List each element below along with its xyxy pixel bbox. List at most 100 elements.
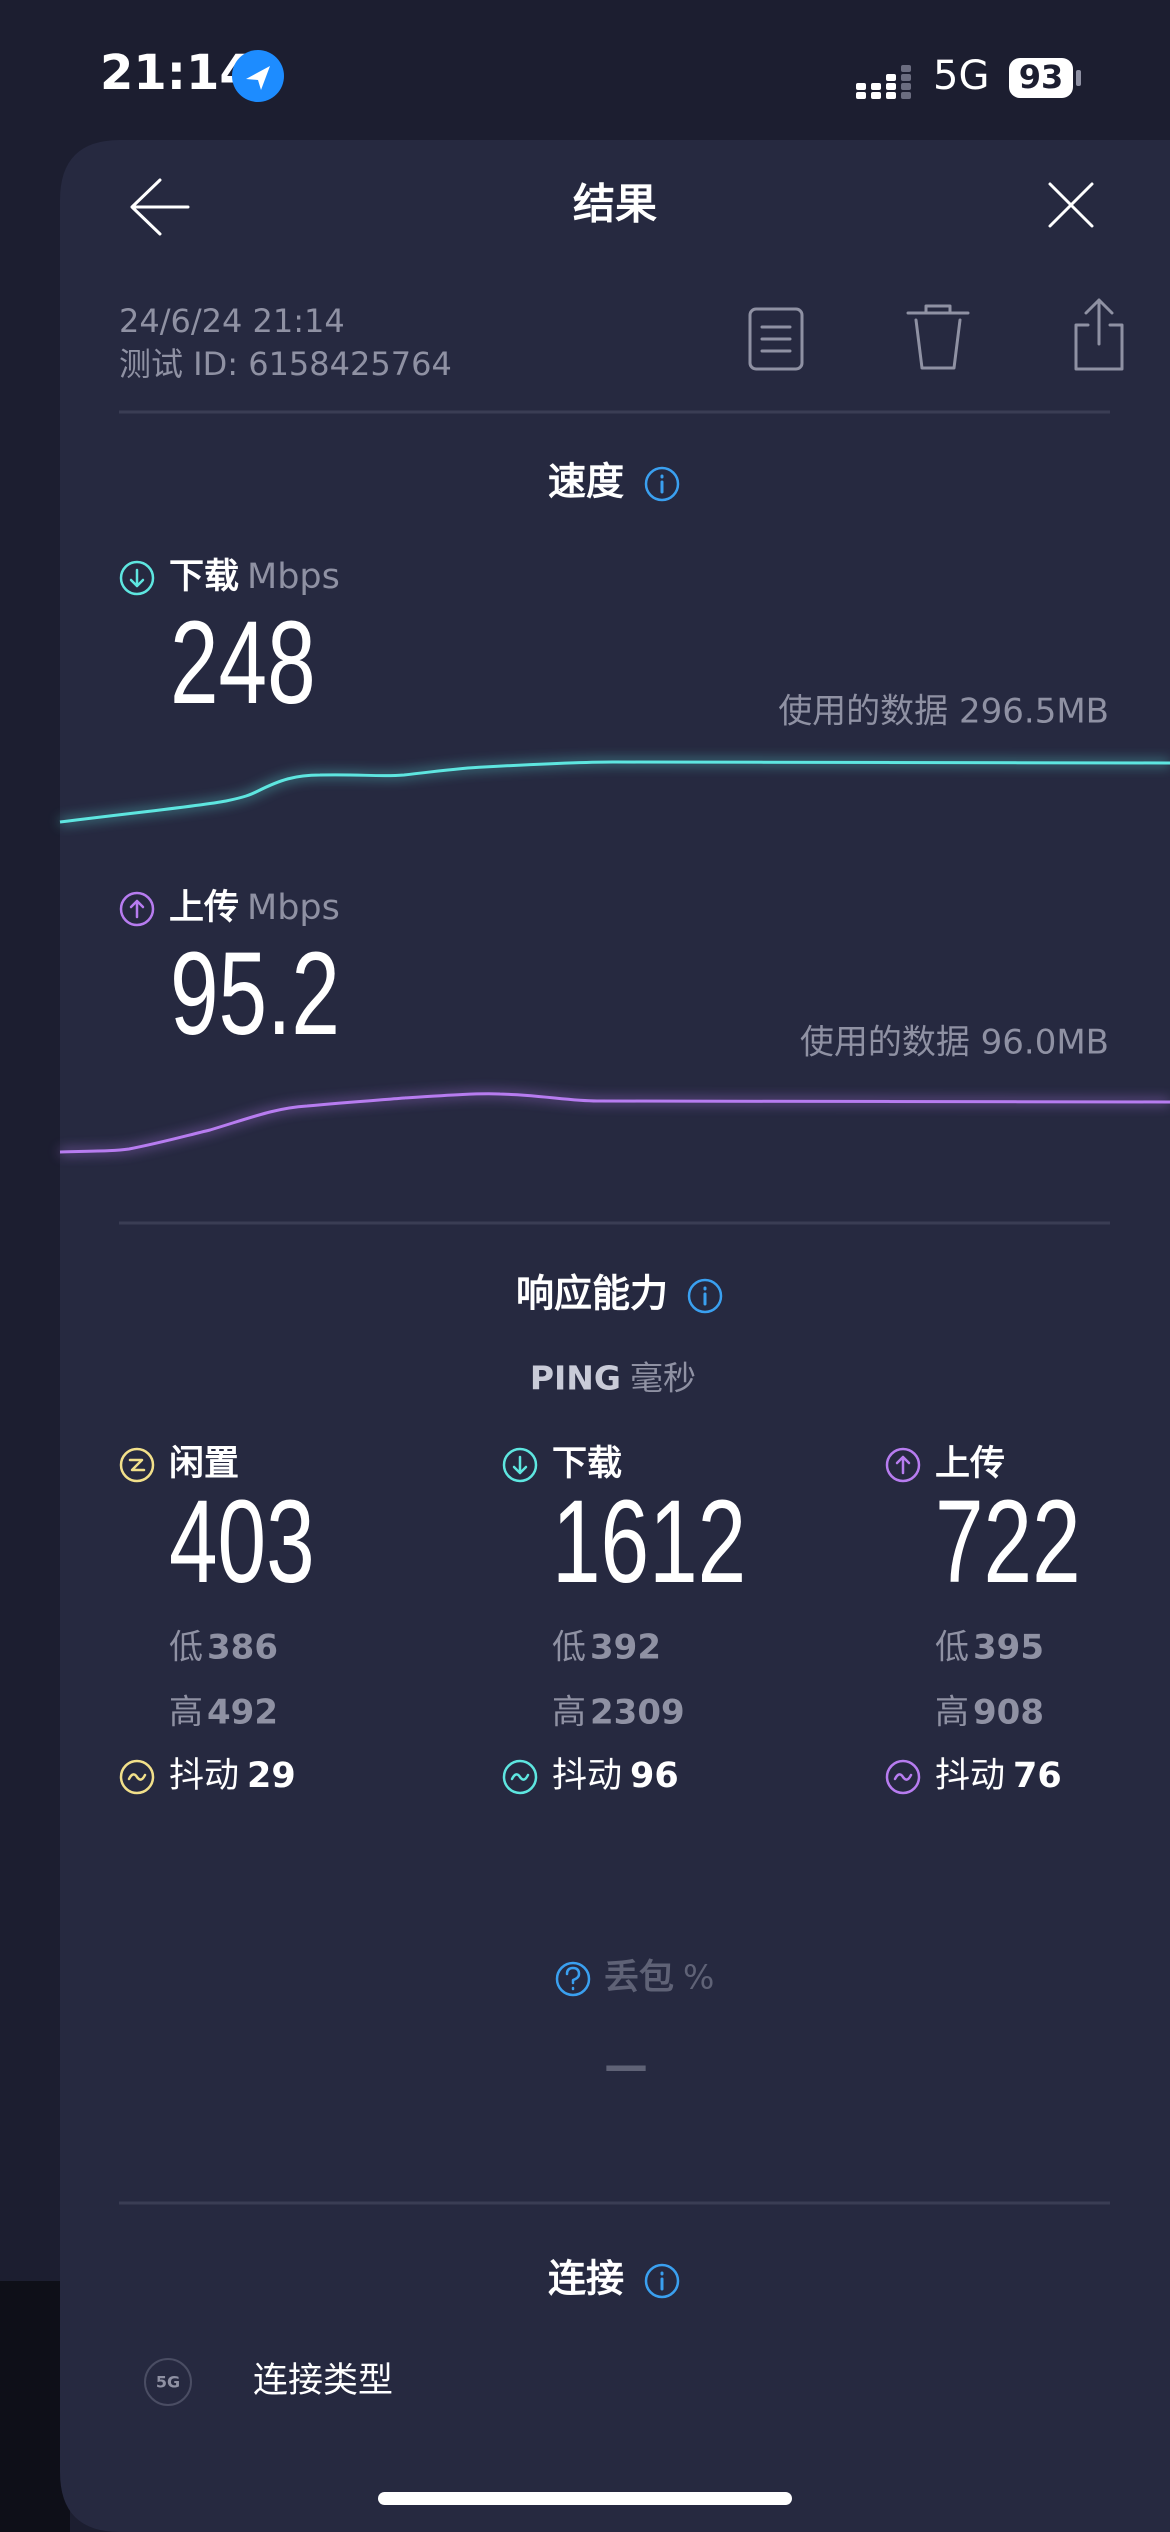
signal-dot	[886, 74, 896, 81]
icon-arrow	[129, 568, 145, 588]
signal-dot	[871, 83, 881, 90]
share-icon	[1074, 298, 1124, 371]
icon-ring	[502, 1447, 538, 1483]
upload-label: 上传	[169, 888, 239, 928]
icon-arrow	[895, 1455, 911, 1475]
trash-icon	[906, 304, 970, 370]
icon-ring	[119, 1759, 155, 1795]
close-x	[1048, 182, 1094, 228]
delete-button[interactable]	[906, 304, 970, 370]
info-button[interactable]	[644, 2263, 680, 2299]
ping-high: 2309	[590, 1693, 685, 1733]
signal-dot	[886, 83, 896, 90]
ping-value: 403	[169, 1475, 315, 1607]
ping-high-label: 高	[552, 1693, 586, 1733]
icon-arrow	[512, 1455, 528, 1475]
ping-label: PING	[530, 1359, 621, 1398]
jitter-label: 抖动	[935, 1756, 1005, 1796]
section-title: 速度	[548, 460, 624, 504]
icon-ring	[119, 560, 155, 596]
jitter-icon	[119, 1759, 155, 1795]
help-ring	[555, 1961, 591, 1997]
icon-ring	[885, 1447, 921, 1483]
packet-loss-value: —	[604, 2040, 648, 2091]
idle-icon	[119, 1447, 155, 1483]
connection-badge-ring	[144, 2358, 192, 2406]
header-title: 结果	[573, 180, 657, 229]
download-unit: Mbps	[247, 557, 340, 597]
status-time: 21:14	[100, 45, 253, 101]
info-button[interactable]	[687, 1278, 723, 1314]
upload-icon	[885, 1447, 921, 1483]
icon-arrow	[129, 899, 145, 919]
ping-high-label: 高	[169, 1693, 203, 1733]
test-datetime: 24/6/24 21:14	[119, 302, 345, 340]
connection-type-label: 连接类型	[253, 2361, 393, 2401]
download-icon	[119, 560, 155, 596]
share-button[interactable]	[1074, 298, 1124, 371]
ping-value: 722	[935, 1475, 1081, 1607]
report-lines	[760, 325, 792, 353]
status-network: 5G	[933, 53, 989, 99]
location-arrow	[246, 66, 270, 90]
battery-tip	[1076, 70, 1081, 86]
close-button[interactable]	[1048, 182, 1094, 228]
info-ring	[644, 2263, 680, 2299]
jitter-label: 抖动	[169, 1756, 239, 1796]
report-button[interactable]	[748, 307, 804, 371]
connection-badge: 5G	[156, 2373, 180, 2392]
signal-dot	[886, 92, 896, 99]
icon-wave	[510, 1773, 530, 1781]
ping-high: 492	[207, 1693, 278, 1733]
ping-high: 908	[973, 1693, 1044, 1733]
ping-unit: 毫秒	[630, 1359, 696, 1398]
help-button[interactable]	[555, 1961, 591, 1997]
signal-dot	[856, 83, 866, 90]
home-indicator	[378, 2492, 792, 2505]
signal-dot	[901, 83, 911, 90]
icon-glyph	[128, 1458, 146, 1472]
icon-ring	[502, 1759, 538, 1795]
jitter-icon	[502, 1759, 538, 1795]
jitter-value: 96	[630, 1756, 679, 1796]
jitter-value: 76	[1013, 1756, 1062, 1796]
ping-column-label: 下载	[552, 1444, 622, 1484]
ping-high-label: 高	[935, 1693, 969, 1733]
download-data-used: 使用的数据 296.5MB	[778, 692, 1109, 732]
icon-ring	[119, 1447, 155, 1483]
packet-loss-unit: %	[683, 1958, 714, 1997]
battery-body	[1009, 58, 1073, 98]
ping-low-label: 低	[169, 1628, 203, 1668]
ping-low-label: 低	[552, 1628, 586, 1668]
signal-icon	[856, 65, 911, 99]
icon-ring	[119, 891, 155, 927]
report-icon	[748, 307, 804, 371]
help-mark	[565, 1966, 581, 1991]
download-label: 下载	[169, 557, 239, 597]
info-button[interactable]	[644, 466, 680, 502]
test-id: 测试 ID: 6158425764	[119, 345, 452, 383]
info-ring	[644, 466, 680, 502]
ping-low: 395	[973, 1628, 1044, 1668]
back-button[interactable]	[130, 178, 190, 236]
section-title: 响应能力	[516, 1272, 668, 1316]
jitter-label: 抖动	[552, 1756, 622, 1796]
signal-dot	[856, 92, 866, 99]
jitter-value: 29	[247, 1756, 296, 1796]
back-arrow	[130, 178, 190, 236]
download-icon	[502, 1447, 538, 1483]
result-sheet	[60, 140, 1170, 2532]
signal-dot	[901, 92, 911, 99]
ping-value: 1612	[552, 1475, 746, 1607]
signal-dot	[901, 74, 911, 81]
signal-dot	[901, 65, 911, 72]
signal-dot	[871, 92, 881, 99]
section-title: 连接	[548, 2257, 624, 2301]
ping-column-label: 上传	[935, 1444, 1005, 1484]
jitter-icon	[885, 1759, 921, 1795]
ping-low: 386	[207, 1628, 278, 1668]
